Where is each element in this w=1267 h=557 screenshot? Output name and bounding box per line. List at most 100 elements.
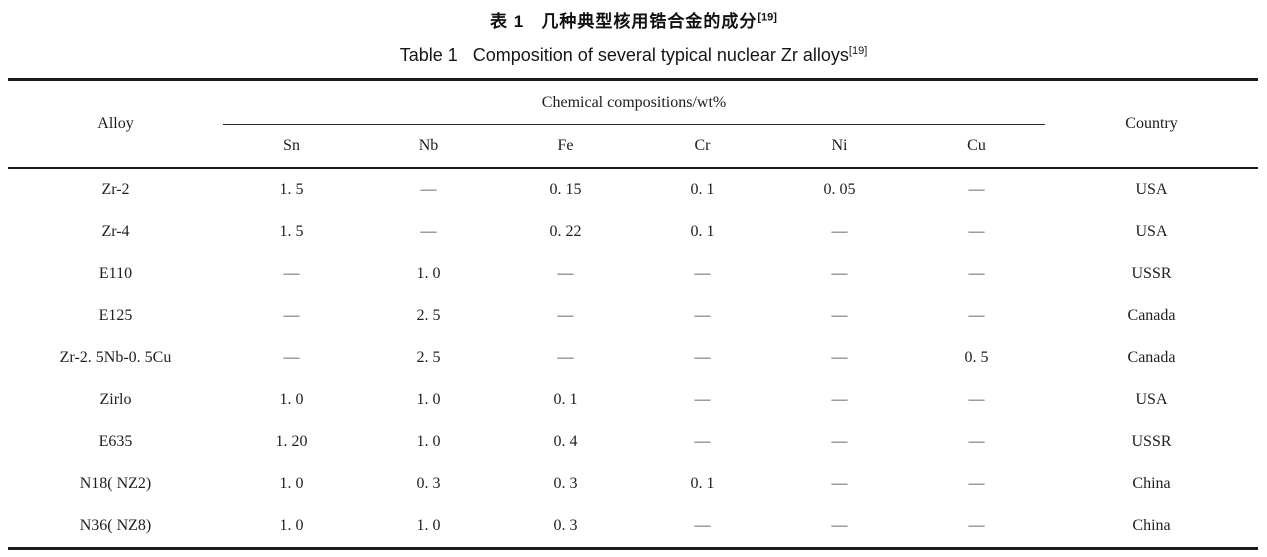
table-header: Alloy Chemical compositions/wt% Country … bbox=[8, 79, 1259, 169]
cell-cu: — bbox=[968, 475, 985, 492]
table-title-chinese: 表 1 几种典型核用锆合金的成分[19] bbox=[0, 7, 1267, 32]
table-row: N18( NZ2) 1. 0 0. 3 0. 3 0. 1 — — China bbox=[8, 463, 1258, 505]
citation-ref-english: [19] bbox=[848, 45, 868, 57]
cell-country: USA bbox=[1135, 223, 1168, 240]
cell-fe: 0. 4 bbox=[553, 433, 578, 450]
cell-nb: 1. 0 bbox=[416, 433, 441, 450]
cell-cu: — bbox=[968, 181, 985, 198]
cell-alloy: Zr-2. 5Nb-0. 5Cu bbox=[59, 349, 172, 366]
cell-ni: — bbox=[831, 391, 848, 408]
cell-nb: — bbox=[420, 223, 437, 240]
cell-cr: 0. 1 bbox=[690, 475, 715, 492]
table-row: E125 — 2. 5 — — — — Canada bbox=[8, 295, 1258, 337]
cell-cu: — bbox=[968, 265, 985, 282]
cell-nb: — bbox=[420, 181, 437, 198]
table-row: E635 1. 20 1. 0 0. 4 — — — USSR bbox=[8, 421, 1258, 463]
cell-sn: 1. 0 bbox=[279, 517, 304, 534]
cell-country: USSR bbox=[1131, 265, 1172, 282]
cell-cr: — bbox=[694, 391, 711, 408]
cell-fe: 0. 15 bbox=[549, 181, 582, 198]
cell-fe: — bbox=[557, 349, 574, 366]
cell-nb: 2. 5 bbox=[416, 349, 441, 366]
column-header-cr: Cr bbox=[634, 124, 771, 169]
header-row-group: Alloy Chemical compositions/wt% Country bbox=[8, 79, 1259, 169]
cell-fe: 0. 3 bbox=[553, 517, 578, 534]
cell-alloy: Zirlo bbox=[99, 391, 132, 408]
cell-fe: 0. 22 bbox=[549, 223, 582, 240]
cell-ni: — bbox=[831, 433, 848, 450]
column-header-ni: Ni bbox=[771, 124, 908, 169]
cell-cr: — bbox=[694, 307, 711, 324]
cell-sn: 1. 5 bbox=[279, 181, 304, 198]
cell-sn: — bbox=[283, 265, 300, 282]
cell-sn: 1. 0 bbox=[279, 475, 304, 492]
alloy-composition-table: Alloy Chemical compositions/wt% Country … bbox=[8, 78, 1259, 550]
table-row: N36( NZ8) 1. 0 1. 0 0. 3 — — — China bbox=[8, 505, 1258, 549]
cell-ni: — bbox=[831, 517, 848, 534]
column-header-country: Country bbox=[1045, 79, 1259, 169]
cell-nb: 1. 0 bbox=[416, 265, 441, 282]
cell-alloy: E110 bbox=[98, 265, 133, 282]
cell-cu: — bbox=[968, 307, 985, 324]
cell-country: USSR bbox=[1131, 433, 1172, 450]
column-header-fe: Fe bbox=[497, 124, 634, 169]
cell-alloy: N18( NZ2) bbox=[79, 475, 152, 492]
cell-ni: — bbox=[831, 265, 848, 282]
column-header-group: Chemical compositions/wt% bbox=[223, 79, 1046, 125]
cell-country: China bbox=[1132, 475, 1171, 492]
table-title-chinese-text: 表 1 几种典型核用锆合金的成分 bbox=[490, 12, 758, 31]
cell-cu: 0. 5 bbox=[964, 349, 989, 366]
cell-alloy: N36( NZ8) bbox=[79, 517, 152, 534]
table-body: Zr-2 1. 5 — 0. 15 0. 1 0. 05 — USA Zr-4 … bbox=[8, 168, 1258, 549]
cell-country: China bbox=[1132, 517, 1171, 534]
column-header-nb: Nb bbox=[360, 124, 497, 169]
cell-ni: — bbox=[831, 349, 848, 366]
column-header-sn: Sn bbox=[223, 124, 360, 169]
cell-alloy: Zr-4 bbox=[101, 223, 130, 240]
cell-cu: — bbox=[968, 433, 985, 450]
citation-ref-chinese: [19] bbox=[757, 11, 777, 24]
column-header-cu: Cu bbox=[908, 124, 1046, 169]
cell-sn: — bbox=[283, 349, 300, 366]
column-header-alloy: Alloy bbox=[8, 79, 223, 169]
cell-ni: — bbox=[831, 223, 848, 240]
cell-cu: — bbox=[968, 391, 985, 408]
cell-ni: — bbox=[831, 307, 848, 324]
cell-nb: 2. 5 bbox=[416, 307, 441, 324]
cell-fe: — bbox=[557, 307, 574, 324]
cell-fe: 0. 3 bbox=[553, 475, 578, 492]
cell-cr: — bbox=[694, 349, 711, 366]
cell-sn: 1. 0 bbox=[279, 391, 304, 408]
table-title-english-text: Table 1 Composition of several typical n… bbox=[399, 45, 849, 65]
table-row: Zr-4 1. 5 — 0. 22 0. 1 — — USA bbox=[8, 211, 1258, 253]
cell-nb: 1. 0 bbox=[416, 391, 441, 408]
cell-nb: 0. 3 bbox=[416, 475, 441, 492]
header-row-elements: Sn Nb Fe Cr Ni Cu bbox=[8, 124, 1258, 169]
cell-alloy: Zr-2 bbox=[101, 181, 130, 198]
table-row: E110 — 1. 0 — — — — USSR bbox=[8, 253, 1258, 295]
cell-ni: — bbox=[831, 475, 848, 492]
cell-ni: 0. 05 bbox=[823, 181, 856, 198]
cell-country: Canada bbox=[1127, 349, 1176, 366]
cell-sn: 1. 5 bbox=[279, 223, 304, 240]
cell-cr: 0. 1 bbox=[690, 181, 715, 198]
cell-cr: — bbox=[694, 265, 711, 282]
cell-cr: — bbox=[694, 517, 711, 534]
cell-alloy: E635 bbox=[98, 433, 133, 450]
table-captions: 表 1 几种典型核用锆合金的成分[19] Table 1 Composition… bbox=[0, 0, 1267, 66]
cell-nb: 1. 0 bbox=[416, 517, 441, 534]
table-row: Zr-2. 5Nb-0. 5Cu — 2. 5 — — — 0. 5 Canad… bbox=[8, 337, 1258, 379]
table-title-english: Table 1 Composition of several typical n… bbox=[0, 45, 1267, 66]
table-row: Zirlo 1. 0 1. 0 0. 1 — — — USA bbox=[8, 379, 1258, 421]
cell-country: Canada bbox=[1127, 307, 1176, 324]
cell-sn: 1. 20 bbox=[275, 433, 308, 450]
table-row: Zr-2 1. 5 — 0. 15 0. 1 0. 05 — USA bbox=[8, 168, 1258, 211]
cell-fe: 0. 1 bbox=[553, 391, 578, 408]
cell-cr: 0. 1 bbox=[690, 223, 715, 240]
cell-cu: — bbox=[968, 517, 985, 534]
cell-cr: — bbox=[694, 433, 711, 450]
cell-country: USA bbox=[1135, 181, 1168, 198]
cell-cu: — bbox=[968, 223, 985, 240]
cell-sn: — bbox=[283, 307, 300, 324]
